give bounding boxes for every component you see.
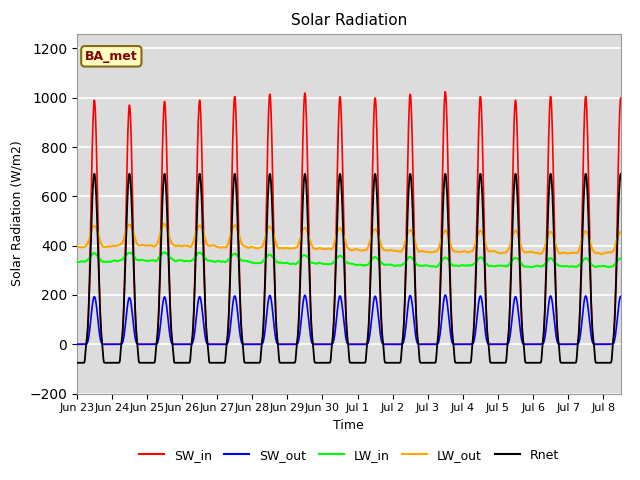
Text: BA_met: BA_met (85, 50, 138, 63)
Legend: SW_in, SW_out, LW_in, LW_out, Rnet: SW_in, SW_out, LW_in, LW_out, Rnet (134, 444, 564, 467)
Y-axis label: Solar Radiation (W/m2): Solar Radiation (W/m2) (11, 141, 24, 287)
Title: Solar Radiation: Solar Radiation (291, 13, 407, 28)
X-axis label: Time: Time (333, 419, 364, 432)
